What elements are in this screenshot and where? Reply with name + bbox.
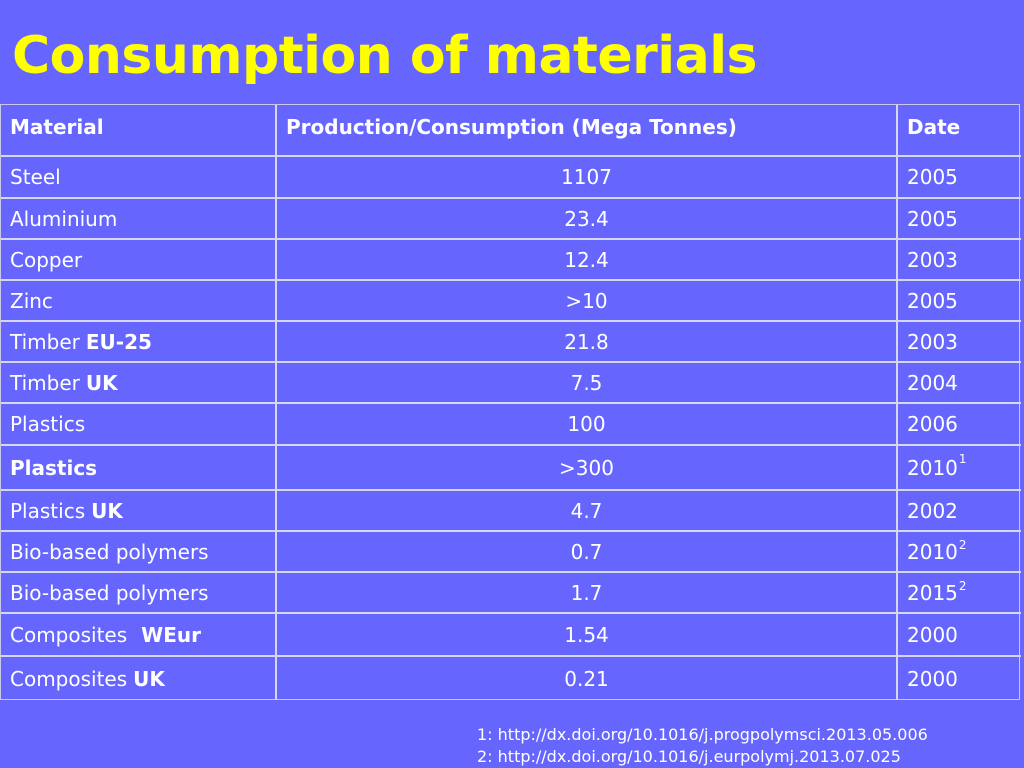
material-cell: Bio-based polymers [1,573,277,614]
date-cell: 2005 [898,157,1021,199]
production-value: 21.8 [277,322,898,363]
date-cell: 2005 [898,199,1021,240]
material-cell: Steel [1,157,277,199]
material-region: UK [85,370,118,395]
material-cell: Plastics [1,446,277,491]
material-cell: Composites UK [1,657,277,700]
date-value: 2010 [907,455,958,480]
date-cell: 2010 2 [898,532,1021,573]
production-value: 1107 [277,157,898,199]
date-cell: 2003 [898,240,1021,281]
production-value: 23.4 [277,199,898,240]
materials-table: Material Production/Consumption (Mega To… [0,104,1021,700]
production-value: 1.7 [277,573,898,614]
date-cell: 2000 [898,657,1021,700]
material-name: Plastics [10,455,98,480]
date-value: 2003 [907,247,958,272]
material-cell: Plastics [1,404,277,446]
production-value: 12.4 [277,240,898,281]
material-name: Plastics [10,412,86,436]
material-name: Composites [10,666,128,691]
footnote-ref: 1 [958,452,967,466]
production-value: 4.7 [277,491,898,532]
date-cell: 2003 [898,322,1021,363]
production-value: >10 [277,281,898,322]
date-cell: 2010 1 [898,446,1021,491]
date-value: 2000 [907,666,958,691]
material-cell: Timber EU-25 [1,322,277,363]
header-production: Production/Consumption (Mega Tonnes) [277,105,898,157]
date-value: 2003 [907,329,958,354]
date-value: 2000 [907,622,958,647]
production-value: 7.5 [277,363,898,404]
date-value: 2006 [907,412,958,436]
production-value: 0.21 [277,657,898,700]
material-region: UK [91,498,123,523]
material-name: Aluminium [10,206,118,231]
date-value: 2005 [907,206,958,231]
slide-title: Consumption of materials [12,26,758,86]
material-name: Copper [10,247,83,272]
production-value: 1.54 [277,614,898,657]
date-cell: 2002 [898,491,1021,532]
material-cell: Timber UK [1,363,277,404]
date-cell: 2006 [898,404,1021,446]
material-name: Timber [10,370,80,395]
material-region: UK [133,666,165,691]
date-value: 2004 [907,370,958,395]
header-date: Date [898,105,1021,157]
material-region: EU-25 [85,329,152,354]
material-cell: Copper [1,240,277,281]
material-cell: Plastics UK [1,491,277,532]
header-material: Material [1,105,277,157]
footnote-ref: 2 [958,538,967,552]
production-value: 100 [277,404,898,446]
footnote-1: 1: http://dx.doi.org/10.1016/j.progpolym… [477,725,928,744]
material-name: Bio-based polymers [10,539,209,564]
date-value: 2005 [907,165,958,189]
material-name: Steel [10,165,61,189]
material-name: Composites [10,622,128,647]
production-value: >300 [277,446,898,491]
material-cell: Zinc [1,281,277,322]
date-value: 2002 [907,498,958,523]
date-value: 2010 [907,539,958,564]
footnotes: 1: http://dx.doi.org/10.1016/j.progpolym… [477,724,928,768]
material-cell: Composites WEur [1,614,277,657]
material-region: WEur [141,622,201,647]
material-name: Timber [10,329,80,354]
material-cell: Bio-based polymers [1,532,277,573]
material-name: Bio-based polymers [10,580,209,605]
date-cell: 2000 [898,614,1021,657]
date-cell: 2015 2 [898,573,1021,614]
material-name: Zinc [10,288,53,313]
footnote-ref: 2 [958,579,967,593]
material-name: Plastics [10,498,86,523]
date-value: 2005 [907,288,958,313]
production-value: 0.7 [277,532,898,573]
footnote-2: 2: http://dx.doi.org/10.1016/j.eurpolymj… [477,747,901,766]
material-cell: Aluminium [1,199,277,240]
date-value: 2015 [907,580,958,605]
date-cell: 2004 [898,363,1021,404]
date-cell: 2005 [898,281,1021,322]
